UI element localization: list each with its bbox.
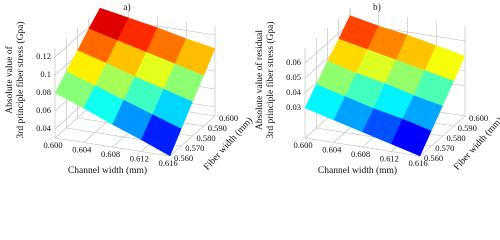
surface-cell — [140, 114, 182, 157]
x-tick-label: 0.604 — [322, 144, 342, 154]
x-tick-label: 0.616 — [158, 158, 177, 168]
surface-cell — [390, 118, 432, 157]
y-tick-label: 0.560 — [174, 153, 193, 163]
z-tick-label: 0.04 — [36, 123, 52, 133]
y-tick-label: 0.580 — [197, 133, 216, 143]
x-tick-label: 0.600 — [43, 140, 62, 150]
y-tick-label: 0.570 — [435, 143, 454, 153]
x-tick-label: 0.600 — [293, 140, 312, 150]
panel-title: a) — [123, 2, 130, 13]
x-tick-label: 0.616 — [408, 158, 427, 168]
grid-line — [304, 137, 421, 157]
x-axis-label: Channel width (mm) — [318, 165, 397, 176]
y-tick-label: 0.590 — [458, 123, 477, 133]
x-tick-label: 0.608 — [351, 149, 370, 159]
z-tick-label: 0.03 — [286, 102, 301, 112]
z-tick-label: 0.1 — [40, 69, 51, 79]
figure: 0.600 0.604 0.608 0.612 0.6160.5600.5700.580… — [4, 2, 500, 176]
z-tick-label: 0.08 — [36, 87, 51, 97]
z-tick-label: 0.04 — [286, 87, 302, 97]
grid-line — [304, 22, 351, 64]
z-axis-label: 3rd principle fiber stress (Gpa) — [265, 21, 276, 138]
x-tick-label: 0.608 — [101, 149, 120, 159]
y-tick-label: 0.600 — [219, 113, 238, 123]
x-axis-label: Channel width (mm) — [68, 165, 147, 176]
y-tick-label: 0.560 — [424, 153, 443, 163]
grid-line — [54, 137, 171, 157]
z-tick-label: 0.05 — [286, 72, 301, 82]
x-tick-label: 0.604 — [72, 144, 92, 154]
z-tick-label: 0.06 — [286, 57, 301, 67]
y-tick-label: 0.570 — [185, 143, 204, 153]
panel-title: b) — [373, 2, 381, 13]
z-axis-label: Absolute value of — [4, 45, 15, 113]
z-tick-label: 0.06 — [36, 105, 51, 115]
y-tick-label: 0.580 — [447, 133, 466, 143]
x-tick-label: 0.612 — [380, 153, 399, 163]
x-tick-label: 0.612 — [130, 153, 149, 163]
z-tick-label: 0.12 — [36, 51, 51, 61]
y-tick-label: 0.600 — [469, 113, 488, 123]
y-tick-label: 0.590 — [208, 123, 227, 133]
z-axis-label: 3rd principle fiber stress (Gpa) — [15, 21, 26, 138]
z-axis-label: Absolute value of residual — [254, 30, 265, 130]
